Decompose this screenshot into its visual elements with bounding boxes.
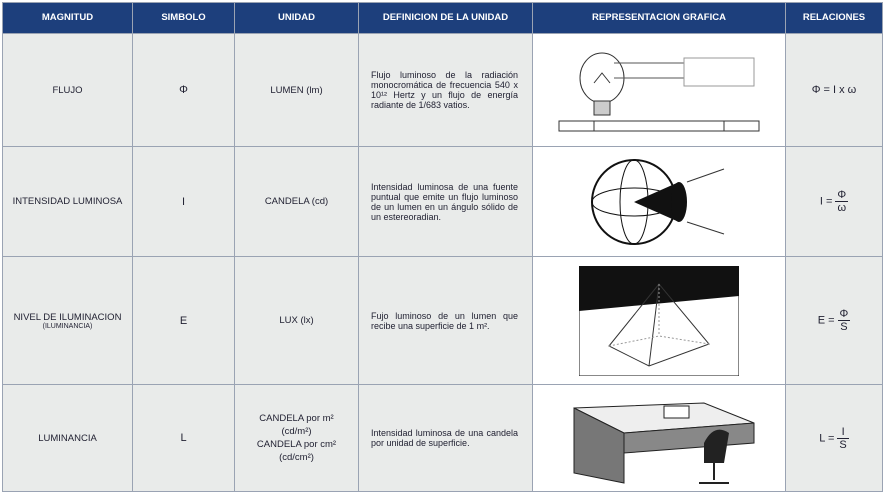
table-row: INTENSIDAD LUMINOSA I CANDELA (cd) Intensid… (2, 146, 883, 257)
sphere-illustration (591, 159, 725, 245)
relation-cell: L = I S (785, 384, 883, 492)
symbol: I (181, 195, 186, 208)
relation-lhs: L = (819, 431, 835, 444)
bulb-illustration (558, 52, 760, 131)
magnitude: FLUJO (52, 84, 83, 96)
header-row: MAGNITUD SIMBOLO UNIDAD DEFINICION DE LA UN… (2, 2, 883, 34)
column-header: RELACIONES (785, 2, 883, 34)
unit: LUMEN (lm) (270, 84, 323, 96)
column-header: DEFINICION DE LA UNIDAD (358, 2, 533, 34)
denominator: ω (837, 202, 847, 214)
unit-cell: CANDELA por m² (cd/m²) CANDELA por cm² (cd/… (234, 384, 359, 492)
magnitude: INTENSIDAD LUMINOSA (12, 196, 123, 207)
pyramid-illustration (579, 265, 739, 376)
graphic-cell (532, 384, 786, 492)
symbol: L (180, 432, 187, 444)
table-row: NIVEL DE ILUMINACION (ILUMINANCIA) E LUX (l… (2, 256, 883, 385)
column-header: MAGNITUD (2, 2, 133, 34)
unit-cell: LUX (lx) (234, 256, 359, 385)
relation-lhs: I = (819, 195, 833, 208)
graphic-cell (532, 146, 786, 257)
magnitude-cell: FLUJO (2, 33, 133, 147)
symbol-cell: L (132, 384, 235, 492)
numerator: Φ (835, 189, 849, 202)
unit: (cd/cm²) (279, 452, 314, 463)
numerator: Φ (837, 308, 851, 321)
unit: CANDELA por cm² (256, 439, 337, 450)
unit: CANDELA por m² (259, 413, 334, 424)
graphic-cell (532, 256, 786, 385)
denominator: S (840, 321, 848, 333)
definition: Fujo luminoso de un lumen que recibe una… (358, 256, 533, 385)
unit-cell: CANDELA (cd) (234, 146, 359, 257)
magnitude-cell: LUMINANCIA (2, 384, 133, 492)
relation-lhs: E = (817, 314, 835, 327)
symbol-cell: E (132, 256, 235, 385)
magnitude-note: (ILUMINANCIA) (42, 322, 93, 330)
unit: CANDELA (cd) (264, 196, 329, 207)
magnitude: NIVEL DE ILUMINACION (13, 311, 122, 323)
unit: (cd/m²) (281, 426, 312, 437)
table-body: FLUJO Φ LUMEN (lm) Flujo luminoso de la rad… (2, 33, 883, 492)
desk-illustration (573, 402, 755, 484)
relation-cell: E = Φ S (785, 256, 883, 385)
symbol-cell: I (132, 146, 235, 257)
relation-cell: Φ = I x ω (785, 33, 883, 147)
numerator: I (837, 426, 849, 439)
relation: Φ = I x ω (811, 84, 857, 96)
graphic-cell (532, 33, 786, 147)
column-header: REPRESENTACION GRAFICA (532, 2, 786, 34)
unit: LUX (lx) (279, 315, 314, 326)
magnitude-cell: INTENSIDAD LUMINOSA (2, 146, 133, 257)
definition: Flujo luminoso de la radiación monocromá… (358, 33, 533, 147)
column-header: UNIDAD (234, 2, 359, 34)
table-row: LUMINANCIA L CANDELA por m² (cd/m²) CANDELA … (2, 384, 883, 492)
definition: Intensidad luminosa de una candela por u… (358, 384, 533, 492)
column-header: SIMBOLO (132, 2, 235, 34)
symbol-cell: Φ (132, 33, 235, 147)
magnitude-cell: NIVEL DE ILUMINACION (ILUMINANCIA) (2, 256, 133, 385)
magnitude: LUMINANCIA (38, 432, 97, 444)
denominator: S (839, 438, 847, 451)
symbol: E (179, 314, 188, 327)
definition: Intensidad luminosa de una fuente puntua… (358, 146, 533, 257)
symbol: Φ (179, 84, 188, 96)
table-row: FLUJO Φ LUMEN (lm) Flujo luminoso de la rad… (2, 33, 883, 147)
unit-cell: LUMEN (lm) (234, 33, 359, 147)
